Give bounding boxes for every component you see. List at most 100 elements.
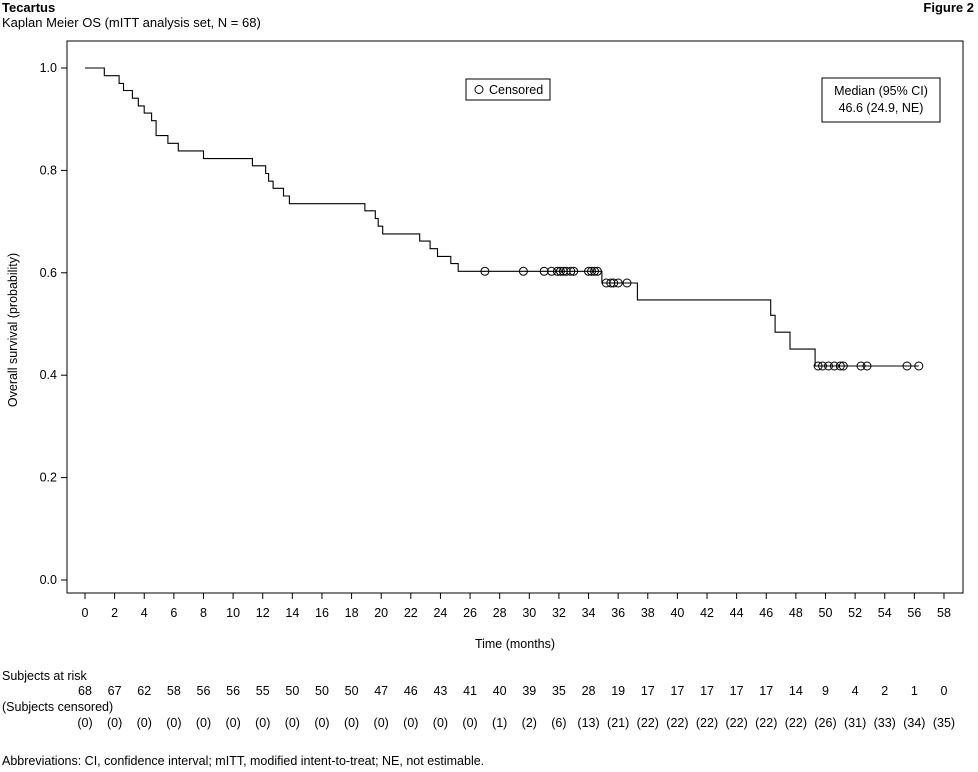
censor-mark — [838, 361, 848, 371]
plot-frame — [66, 40, 964, 594]
chart-subtitle: Kaplan Meier OS (mITT analysis set, N = … — [2, 15, 261, 30]
x-tick-label: 10 — [226, 606, 240, 620]
censored-value: (22) — [666, 716, 688, 730]
censored-value: (0) — [314, 716, 329, 730]
censored-value: (35) — [933, 716, 955, 730]
censor-mark — [584, 266, 593, 276]
at-risk-value: 67 — [108, 684, 122, 698]
censored-value: (22) — [755, 716, 777, 730]
at-risk-value: 47 — [374, 684, 388, 698]
at-risk-value: 39 — [522, 684, 536, 698]
censored-value: (22) — [726, 716, 748, 730]
censor-mark — [856, 361, 866, 371]
x-tick-label: 22 — [404, 606, 418, 620]
x-tick-label: 14 — [285, 606, 299, 620]
at-risk-value: 0 — [941, 684, 948, 698]
censor-mark — [813, 361, 823, 371]
censored-value: (2) — [522, 716, 537, 730]
censored-value: (0) — [255, 716, 270, 730]
at-risk-value: 55 — [256, 684, 270, 698]
at-risk-value: 50 — [285, 684, 299, 698]
y-tick-label: 0.4 — [40, 368, 57, 382]
at-risk-value: 28 — [582, 684, 596, 698]
x-tick-label: 36 — [611, 606, 625, 620]
x-axis: 0 2 4 6 8 10 12 14 16 18 20 22 24 26 28 30 32 34 36 38 40 42 4… — [82, 593, 951, 620]
at-risk-value: 14 — [789, 684, 803, 698]
censored-value: (0) — [166, 716, 181, 730]
at-risk-value: 9 — [822, 684, 829, 698]
x-tick-label: 8 — [200, 606, 207, 620]
censored-value: (0) — [433, 716, 448, 730]
censor-mark — [561, 266, 571, 276]
at-risk-label: Subjects at risk — [2, 669, 87, 683]
censored-value: (21) — [607, 716, 629, 730]
censor-mark — [552, 266, 562, 276]
at-risk-value: 56 — [197, 684, 211, 698]
censor-mark — [835, 361, 845, 371]
y-tick-label: 0.8 — [40, 163, 57, 177]
censor-mark — [914, 361, 924, 371]
x-tick-label: 6 — [170, 606, 177, 620]
censor-mark — [539, 266, 549, 276]
at-risk-value: 50 — [315, 684, 329, 698]
median-value: 46.6 (24.9, NE) — [839, 101, 924, 115]
censored-value: (0) — [403, 716, 418, 730]
censor-mark — [613, 278, 623, 288]
x-tick-label: 52 — [848, 606, 862, 620]
censor-mark — [480, 266, 490, 276]
y-tick-label: 1.0 — [40, 61, 57, 75]
censored-value: (13) — [577, 716, 599, 730]
y-tick-label: 0.2 — [40, 471, 57, 485]
x-tick-label: 30 — [522, 606, 536, 620]
at-risk-value: 17 — [700, 684, 714, 698]
censor-mark — [824, 361, 833, 371]
x-tick-label: 4 — [141, 606, 148, 620]
censored-value: (0) — [374, 716, 389, 730]
y-axis-label: Overall survival (probability) — [6, 253, 20, 407]
censored-value: (26) — [814, 716, 836, 730]
censor-mark — [518, 266, 528, 276]
x-tick-label: 12 — [256, 606, 270, 620]
at-risk-value: 17 — [641, 684, 655, 698]
x-axis-label: Time (months) — [475, 637, 555, 651]
at-risk-value: 1 — [911, 684, 918, 698]
at-risk-value: 35 — [552, 684, 566, 698]
censor-mark — [609, 278, 619, 288]
censored-value: (0) — [196, 716, 211, 730]
risk-table-censored-row: (0) (0) (0) (0) (0) (0) (0) (0) (0) (0) (0) (0) (0) (… — [77, 716, 955, 730]
censor-mark — [569, 266, 579, 276]
x-tick-label: 34 — [582, 606, 596, 620]
x-tick-label: 0 — [82, 606, 89, 620]
x-tick-label: 24 — [433, 606, 447, 620]
y-axis: 0.0 0.2 0.4 0.6 0.8 1.0 — [40, 61, 67, 587]
censor-mark — [902, 361, 912, 371]
median-annotation: Median (95% CI) 46.6 (24.9, NE) — [821, 77, 941, 123]
censored-value: (0) — [107, 716, 122, 730]
x-tick-label: 28 — [493, 606, 507, 620]
censored-value: (1) — [492, 716, 507, 730]
product-title: Tecartus — [2, 0, 56, 15]
x-tick-label: 18 — [345, 606, 359, 620]
censored-value: (0) — [137, 716, 152, 730]
at-risk-value: 43 — [433, 684, 447, 698]
censor-mark — [601, 278, 611, 288]
x-tick-label: 26 — [463, 606, 477, 620]
y-tick-label: 0.6 — [40, 266, 57, 280]
at-risk-value: 62 — [137, 684, 151, 698]
legend-label: Censored — [489, 83, 543, 97]
censored-value: (6) — [551, 716, 566, 730]
at-risk-value: 40 — [493, 684, 507, 698]
x-tick-label: 42 — [700, 606, 714, 620]
censor-mark — [622, 278, 632, 288]
censored-value: (0) — [285, 716, 300, 730]
censor-mark — [566, 266, 576, 276]
censored-value: (0) — [225, 716, 240, 730]
x-tick-label: 54 — [878, 606, 892, 620]
censor-mark — [558, 266, 568, 276]
x-tick-label: 20 — [374, 606, 388, 620]
at-risk-value: 56 — [226, 684, 240, 698]
x-tick-label: 50 — [819, 606, 833, 620]
censored-label: (Subjects censored) — [2, 700, 114, 714]
figure-label: Figure 2 — [923, 0, 974, 15]
censor-mark — [606, 278, 616, 288]
